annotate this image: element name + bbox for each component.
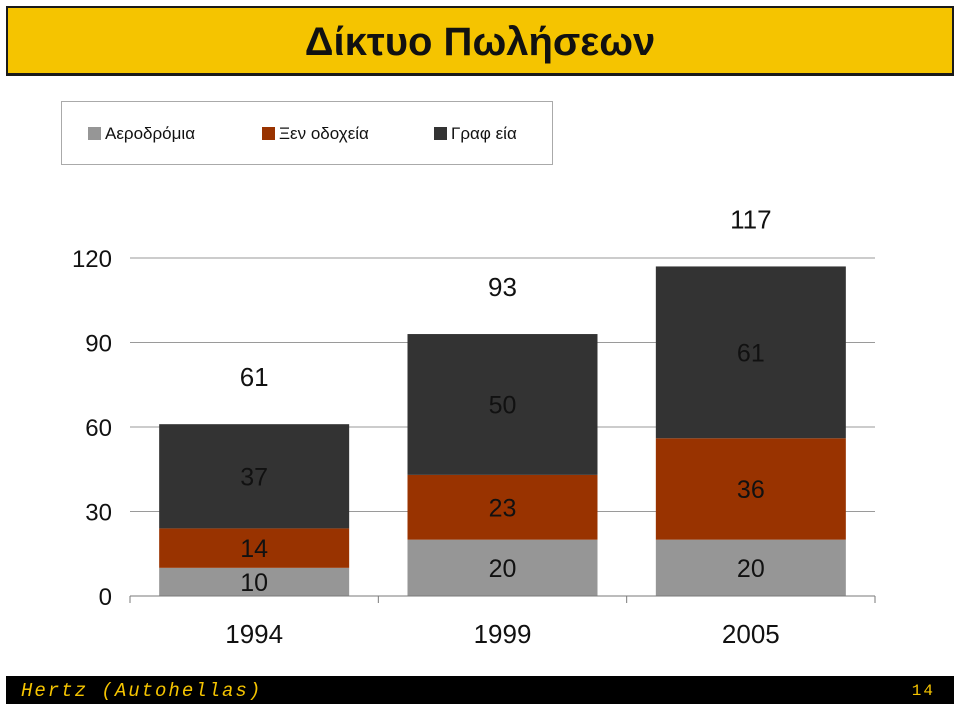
legend-swatch-hotels xyxy=(262,127,275,140)
legend-item-airports: Αεροδρόμια xyxy=(88,124,195,144)
data-label: 14 xyxy=(240,535,268,563)
page-number: 14 xyxy=(911,682,935,700)
x-category-label: 2005 xyxy=(722,619,780,649)
bar-segment xyxy=(655,539,846,596)
legend-label-offices: Γραφ εία xyxy=(451,124,517,143)
bar-segment xyxy=(407,474,598,540)
y-tick-label: 120 xyxy=(72,246,112,273)
y-tick-label: 60 xyxy=(85,415,112,442)
legend-label-hotels: Ξεν οδοχεία xyxy=(279,124,369,143)
data-label: 36 xyxy=(737,476,765,504)
data-label: 20 xyxy=(489,555,517,583)
total-label: 93 xyxy=(488,272,517,302)
legend-item-offices: Γραφ εία xyxy=(434,124,517,144)
bar-segment xyxy=(159,567,350,596)
y-tick-label: 90 xyxy=(85,331,112,358)
data-label: 23 xyxy=(489,494,517,522)
title-bar: Δίκτυο Πωλήσεων xyxy=(6,6,954,76)
data-label: 50 xyxy=(489,391,517,419)
legend-swatch-airports xyxy=(88,127,101,140)
total-label: 117 xyxy=(730,204,771,234)
chart-bars: 10 14 37 61 20 23 50 93 20 36 61 117 xyxy=(159,204,846,597)
data-label: 61 xyxy=(737,339,765,367)
bar-segment xyxy=(407,334,598,475)
bar-segment xyxy=(159,528,350,568)
y-axis: 0 30 60 90 120 xyxy=(72,246,112,611)
y-tick-label: 0 xyxy=(99,584,112,611)
footer-bar: Hertz (Autohellas) 14 xyxy=(6,676,954,704)
x-category-label: 1999 xyxy=(474,619,532,649)
bar-segment xyxy=(159,424,350,529)
total-label: 61 xyxy=(240,362,269,392)
y-tick-label: 30 xyxy=(85,500,112,527)
bar-segment xyxy=(655,438,846,540)
legend-label-airports: Αεροδρόμια xyxy=(105,124,196,143)
x-axis: 1994 1999 2005 xyxy=(129,595,876,649)
data-label: 10 xyxy=(240,569,268,597)
footer-company: Hertz (Autohellas) xyxy=(21,680,263,702)
legend-item-hotels: Ξεν οδοχεία xyxy=(262,124,369,144)
slide-title: Δίκτυο Πωλήσεων xyxy=(304,20,656,64)
data-label: 37 xyxy=(240,463,268,491)
data-label: 20 xyxy=(737,555,765,583)
chart-legend: Αεροδρόμια Ξεν οδοχεία Γραφ εία xyxy=(61,101,553,165)
bar-segment xyxy=(407,539,598,596)
legend-swatch-offices xyxy=(434,127,447,140)
x-category-label: 1994 xyxy=(225,619,283,649)
bar-segment xyxy=(655,266,846,439)
